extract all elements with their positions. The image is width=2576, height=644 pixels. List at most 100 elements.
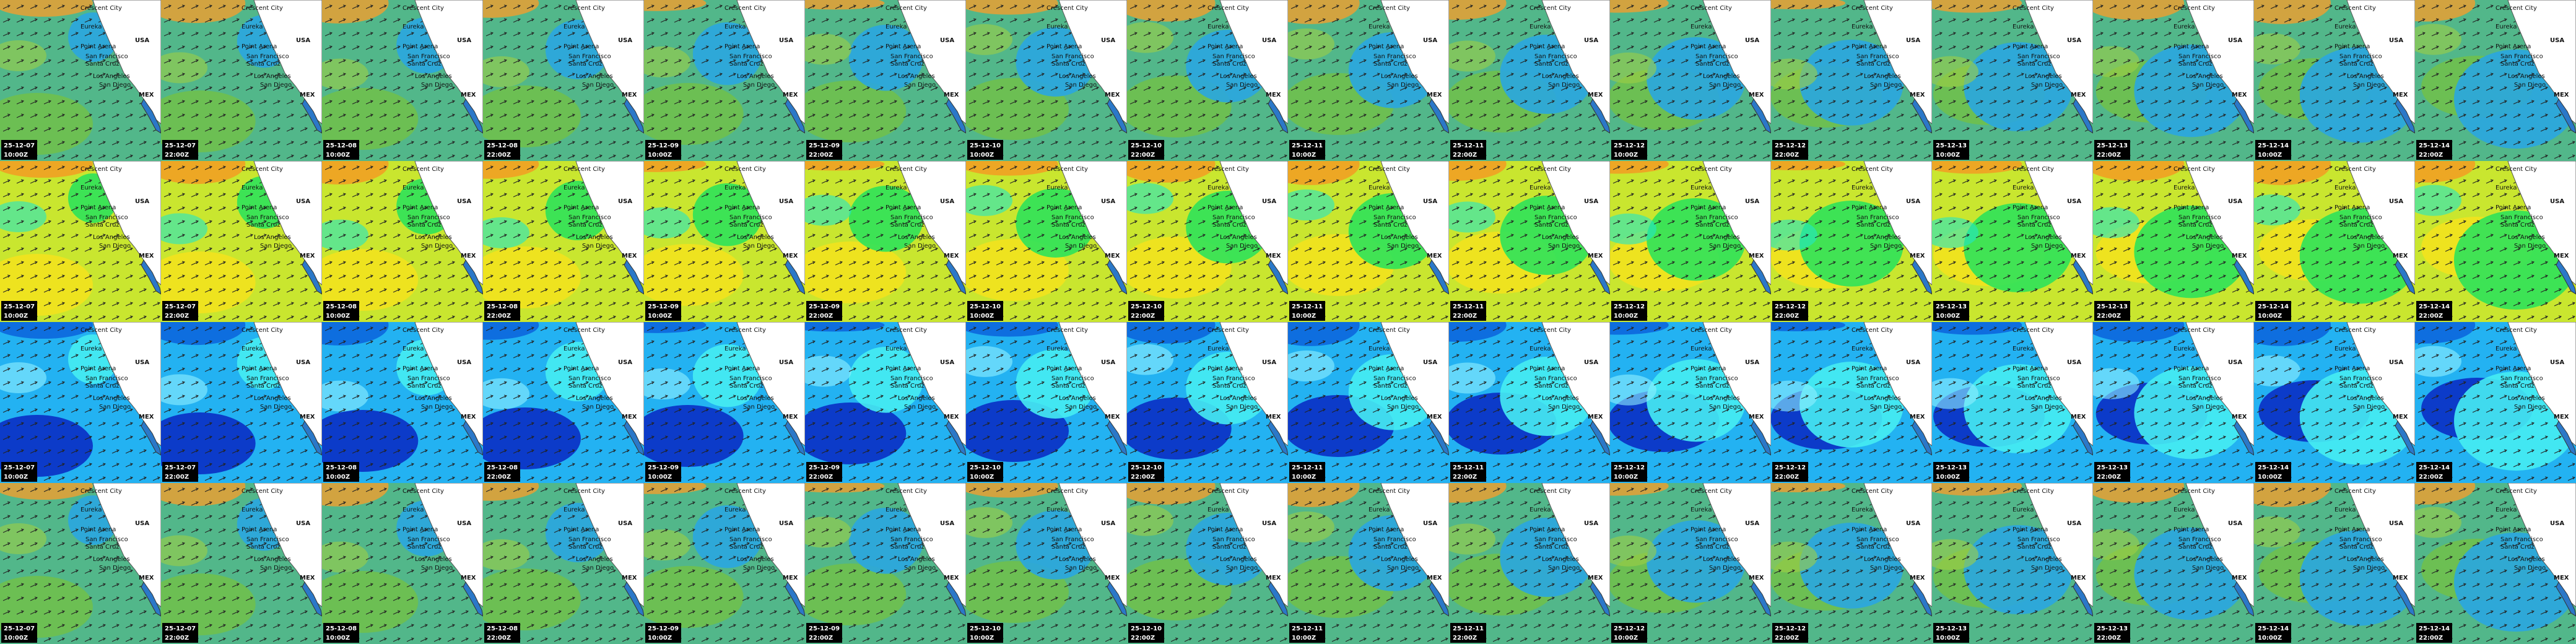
place-label: Los Angeles [1703, 73, 1740, 80]
land [1219, 483, 1288, 607]
place-label: Crescent City [1046, 5, 1088, 12]
place-label: Eureka [1690, 24, 1712, 30]
place-label: Los Angeles [1381, 395, 1418, 402]
date-label: 25-12-14 [2258, 625, 2289, 632]
map-tile: Crescent City Eureka Point Arena San Franci… [1288, 483, 1449, 644]
place-label: Eureka [564, 346, 585, 352]
place-label: Eureka [1368, 24, 1390, 30]
place-label: Eureka [1530, 24, 1551, 30]
date-label: 25-12-07 [4, 625, 35, 632]
date-label: 25-12-11 [1453, 142, 1484, 149]
time-label: 22:00Z [2097, 635, 2121, 642]
place-label: MEX [1266, 253, 1281, 259]
place-label: Eureka [80, 346, 102, 352]
date-label: 25-12-12 [1614, 303, 1645, 310]
place-label: San Francisco [1212, 536, 1255, 543]
place-label: San Diego [582, 243, 614, 250]
land [414, 161, 483, 285]
date-label: 25-12-12 [1614, 142, 1645, 149]
place-label: Crescent City [724, 166, 766, 173]
place-label: Crescent City [1530, 5, 1571, 12]
place-label: Los Angeles [1542, 556, 1579, 563]
place-label: MEX [1910, 253, 1925, 259]
baja [1590, 259, 1610, 295]
land [2346, 0, 2415, 124]
place-label: Santa Cruz [890, 222, 925, 228]
place-label: Crescent City [724, 488, 766, 495]
place-label: Los Angeles [1381, 556, 1418, 563]
place-label: San Diego [2192, 243, 2224, 250]
place-label: San Francisco [246, 375, 289, 382]
baja [1912, 259, 1932, 295]
place-label: Crescent City [1530, 327, 1571, 334]
place-label: MEX [1588, 575, 1603, 581]
place-label: San Diego [743, 243, 775, 250]
date-label: 25-12-11 [1292, 303, 1323, 310]
place-label: San Francisco [2339, 53, 2382, 60]
place-label: Los Angeles [2025, 234, 2062, 241]
place-label: MEX [1588, 414, 1603, 420]
baja [1590, 420, 1610, 456]
place-label: MEX [1910, 92, 1925, 98]
label-box [162, 623, 198, 643]
baja [946, 420, 966, 456]
land [1380, 161, 1449, 285]
place-label: Santa Cruz [1373, 383, 1408, 389]
place-label: Los Angeles [254, 73, 291, 80]
place-label: Point Arena [1852, 526, 1887, 533]
place-label: Los Angeles [93, 234, 130, 241]
place-label: Crescent City [724, 327, 766, 334]
place-label: Santa Cruz [2178, 383, 2213, 389]
time-label: 10:00Z [648, 635, 672, 642]
place-label: Crescent City [886, 5, 927, 12]
place-label: Point Arena [1852, 43, 1887, 50]
place-label: Santa Cruz [1695, 222, 1730, 228]
place-label: MEX [2071, 92, 2086, 98]
place-label: Crescent City [1046, 327, 1088, 334]
place-label: MEX [1910, 414, 1925, 420]
baja [302, 259, 322, 295]
time-label: 10:00Z [326, 474, 350, 481]
place-label: MEX [2554, 92, 2569, 98]
place-label: Eureka [242, 507, 263, 513]
label-box [323, 140, 359, 160]
label-box [323, 301, 359, 321]
baja [2073, 420, 2093, 456]
place-label: Crescent City [1368, 327, 1410, 334]
time-label: 10:00Z [326, 313, 350, 320]
label-box [162, 462, 198, 482]
map-tile: Crescent City Eureka Point Arena San Franci… [2093, 161, 2254, 322]
land [253, 483, 322, 607]
date-label: 25-12-11 [1453, 464, 1484, 471]
date-label: 25-12-10 [970, 625, 1001, 632]
place-label: Eureka [1368, 507, 1390, 513]
time-label: 22:00Z [1453, 635, 1477, 642]
land [2507, 161, 2576, 285]
place-label: USA [135, 198, 149, 205]
land [2185, 161, 2254, 285]
place-label: USA [2550, 37, 2564, 44]
date-label: 25-12-07 [4, 464, 35, 471]
label-box [2255, 623, 2291, 643]
place-label: Crescent City [242, 488, 283, 495]
time-label: 10:00Z [4, 474, 28, 481]
label-box [1611, 140, 1647, 160]
place-label: Crescent City [1852, 5, 1893, 12]
place-label: Los Angeles [415, 73, 452, 80]
time-label: 22:00Z [487, 474, 511, 481]
place-label: Los Angeles [2508, 234, 2545, 241]
place-label: MEX [461, 414, 476, 420]
label-box [2094, 623, 2130, 643]
place-label: Los Angeles [576, 395, 613, 402]
label-box [2416, 462, 2452, 482]
place-label: Los Angeles [2508, 556, 2545, 563]
place-label: Santa Cruz [2339, 222, 2374, 228]
place-label: Eureka [724, 507, 746, 513]
date-label: 25-12-08 [326, 142, 357, 149]
place-label: Point Arena [2496, 43, 2531, 50]
place-label: MEX [1266, 414, 1281, 420]
place-label: Point Arena [1690, 526, 1726, 533]
place-label: Los Angeles [1059, 73, 1096, 80]
place-label: Los Angeles [1703, 234, 1740, 241]
place-label: San Francisco [407, 375, 450, 382]
